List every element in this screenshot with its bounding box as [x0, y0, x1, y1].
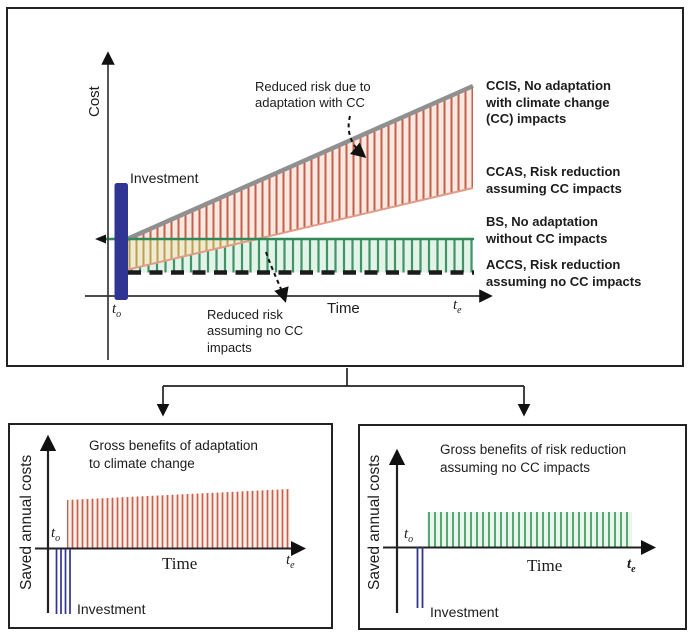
annotation-reduced-risk-no-cc: Reduced risk assuming no CC impacts	[207, 307, 304, 355]
t-end-label: te	[453, 297, 462, 316]
legend-ccis: CCIS, No adaptation with climate change …	[486, 78, 611, 126]
legend-ccas: CCAS, Risk reduction assuming CC impacts	[486, 164, 622, 196]
saved-annual-costs-label: Saved annual costs	[366, 454, 383, 590]
t-start-label: to	[112, 301, 122, 320]
t-start-label: to	[404, 526, 414, 545]
investment-label: Investment	[430, 604, 499, 620]
investment-label: Investment	[77, 601, 146, 617]
t-end-label: te	[286, 552, 295, 571]
legend-bs: BS, No adaptation without CC impacts	[486, 214, 608, 246]
annotation-reduced-risk-with-cc: Reduced risk due to adaptation with CC	[255, 79, 371, 111]
flow-connector	[156, 368, 531, 417]
saved-annual-costs-label: Saved annual costs	[18, 454, 35, 590]
bottom-left-title: Gross benefits of adaptation to climate …	[89, 438, 258, 471]
cost-axis-label: Cost	[86, 86, 103, 117]
t-start-label: to	[51, 525, 61, 544]
bottom-right-chart-frame	[358, 424, 687, 630]
investment-label: Investment	[130, 170, 199, 186]
bottom-right-title: Gross benefits of risk reduction assumin…	[440, 442, 627, 475]
time-axis-label: Time	[527, 556, 563, 575]
time-axis-label: Time	[162, 554, 198, 573]
main-chart-frame	[6, 7, 684, 367]
bottom-left-chart-frame	[8, 423, 333, 629]
t-end-label: te	[627, 556, 636, 575]
legend-accs: ACCS, Risk reduction assuming no CC impa…	[486, 257, 642, 289]
time-axis-label: Time	[327, 300, 360, 317]
